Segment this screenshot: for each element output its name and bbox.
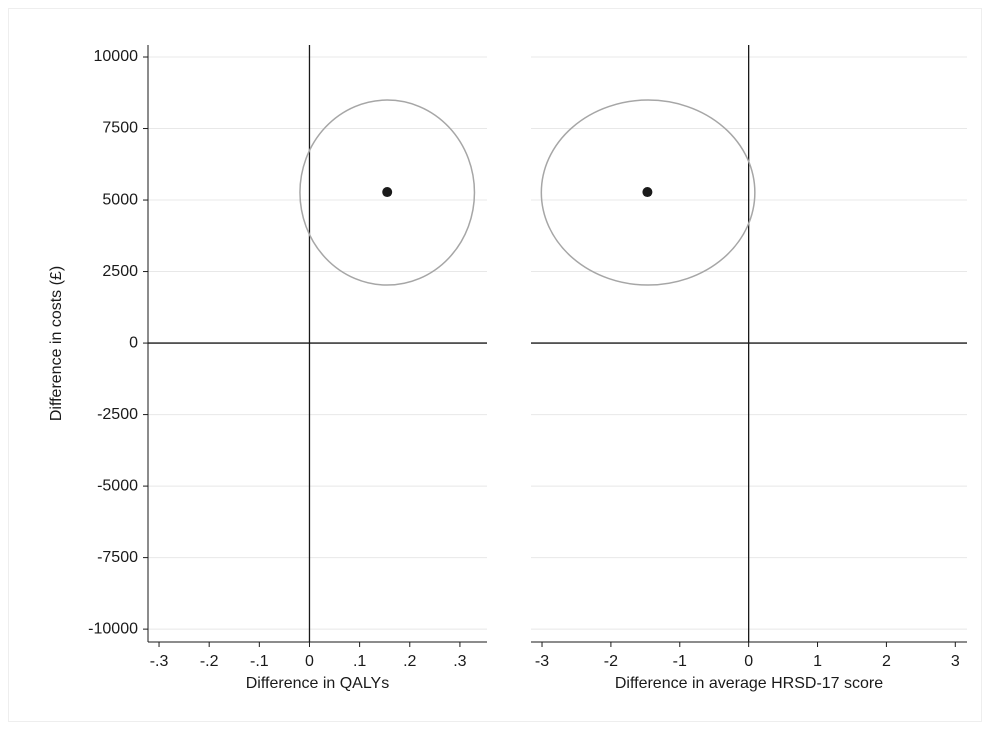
x-axis-label: Difference in average HRSD-17 score [615,675,883,692]
x-tick-label: 0 [305,653,314,670]
y-tick-label: 7500 [102,120,138,137]
x-tick-label: 1 [813,653,822,670]
y-tick-label: -2500 [97,406,138,423]
y-tick-label: 5000 [102,191,138,208]
point [382,187,393,198]
confidence-ellipse [540,99,756,286]
x-tick-label: .3 [453,653,466,670]
y-tick-label: -5000 [97,477,138,494]
y-tick-label: -10000 [88,620,138,637]
x-tick-label: 2 [882,653,891,670]
x-tick-label: 0 [744,653,753,670]
y-tick-label: 0 [129,334,138,351]
plot-frame [8,8,982,722]
x-tick-label: -.3 [150,653,169,670]
x-tick-label: .1 [353,653,366,670]
x-tick-label: 3 [951,653,960,670]
confidence-ellipse [299,99,476,286]
y-axis-label: Difference in costs (£) [48,266,65,421]
x-tick-label: -.1 [250,653,269,670]
x-tick-label: .2 [403,653,416,670]
point [642,187,653,198]
y-tick-label: 10000 [94,48,139,65]
x-tick-label: -.2 [200,653,219,670]
x-tick-label: -1 [673,653,687,670]
x-tick-label: -3 [535,653,549,670]
y-tick-label: 2500 [102,263,138,280]
y-tick-label: -7500 [97,549,138,566]
x-axis-label: Difference in QALYs [246,675,389,692]
x-tick-label: -2 [604,653,618,670]
